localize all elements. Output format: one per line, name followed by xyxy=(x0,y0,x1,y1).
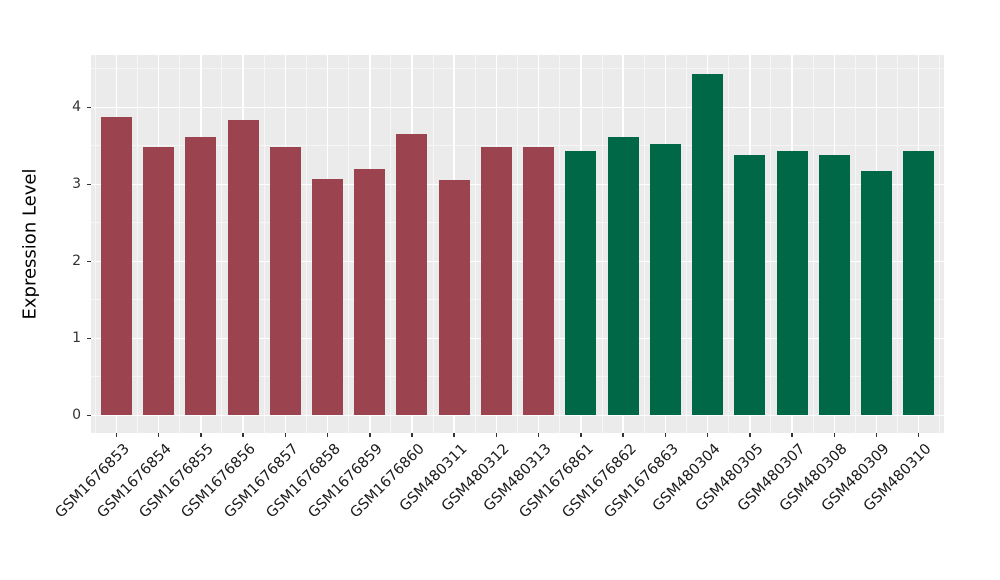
minor-gridline-vertical xyxy=(517,55,518,433)
x-axis-tick xyxy=(833,433,835,437)
minor-gridline-vertical xyxy=(939,55,941,433)
minor-gridline-vertical xyxy=(348,55,350,433)
minor-gridline-vertical xyxy=(643,55,645,433)
minor-gridline-vertical xyxy=(432,55,434,433)
x-axis-tick xyxy=(791,433,793,437)
major-gridline-horizontal xyxy=(91,337,944,340)
x-axis-tick xyxy=(495,433,498,437)
major-gridline-horizontal xyxy=(91,260,944,263)
minor-gridline-vertical xyxy=(390,55,392,433)
y-axis-tick xyxy=(87,183,91,186)
minor-gridline-vertical xyxy=(897,55,898,433)
x-axis-tick xyxy=(200,433,202,437)
plot-panel xyxy=(91,55,944,433)
bar-GSM480307 xyxy=(776,150,808,416)
y-axis-tick xyxy=(87,260,91,263)
x-axis-tick xyxy=(411,433,413,437)
x-axis-tick xyxy=(749,433,751,437)
minor-gridline-horizontal xyxy=(91,376,944,378)
x-axis-tick xyxy=(580,433,582,437)
minor-gridline-vertical xyxy=(221,55,223,433)
bar-GSM1676853 xyxy=(100,116,132,416)
y-axis-title: Expression Level xyxy=(19,168,41,320)
y-axis-tick-label: 4 xyxy=(72,99,81,116)
y-axis-tick xyxy=(87,414,91,416)
minor-gridline-vertical xyxy=(179,55,181,433)
bar-GSM1676860 xyxy=(396,134,428,416)
bar-GSM480305 xyxy=(734,155,766,416)
minor-gridline-horizontal xyxy=(91,145,944,147)
minor-gridline-horizontal xyxy=(91,68,944,70)
minor-gridline-vertical xyxy=(263,55,265,433)
x-axis-tick xyxy=(453,433,455,437)
minor-gridline-vertical xyxy=(685,55,687,433)
bar-GSM480310 xyxy=(903,150,935,416)
y-axis-tick xyxy=(87,106,91,109)
x-axis-tick xyxy=(326,433,329,437)
minor-gridline-vertical xyxy=(728,55,730,433)
x-axis-tick xyxy=(622,433,624,437)
x-axis-tick-label: GSM1676862 xyxy=(559,441,640,522)
bar-GSM480309 xyxy=(860,170,892,416)
major-gridline-horizontal xyxy=(91,106,944,109)
y-axis-tick xyxy=(87,337,91,340)
minor-gridline-vertical xyxy=(812,55,814,433)
bar-GSM1676861 xyxy=(565,151,597,416)
x-axis-tick-label: GSM1676856 xyxy=(179,441,260,522)
x-axis-tick xyxy=(706,433,709,437)
minor-gridline-vertical xyxy=(94,55,96,433)
x-axis-tick xyxy=(664,433,666,437)
y-axis-tick-label: 2 xyxy=(72,253,81,270)
x-axis-tick xyxy=(284,433,286,437)
bar-GSM480312 xyxy=(480,146,512,416)
minor-gridline-vertical xyxy=(474,55,476,433)
minor-gridline-vertical xyxy=(137,55,138,433)
bar-GSM480313 xyxy=(523,147,555,416)
bar-GSM1676857 xyxy=(269,146,301,416)
bar-GSM1676858 xyxy=(312,178,343,416)
bar-GSM1676862 xyxy=(607,137,639,416)
bar-GSM1676863 xyxy=(649,144,681,416)
y-axis-tick-label: 1 xyxy=(72,330,81,347)
bar-GSM1676854 xyxy=(143,147,175,416)
bar-GSM1676856 xyxy=(227,119,259,416)
x-axis-tick-label: GSM1676860 xyxy=(347,441,429,522)
minor-gridline-vertical xyxy=(854,55,856,433)
x-axis-tick xyxy=(115,433,118,437)
y-axis-tick-label: 0 xyxy=(72,407,81,424)
minor-gridline-vertical xyxy=(601,55,603,433)
x-axis-tick-label: GSM1676861 xyxy=(516,441,598,522)
bar-GSM1676855 xyxy=(185,137,217,416)
minor-gridline-horizontal xyxy=(91,222,944,224)
bar-GSM480308 xyxy=(818,155,850,416)
bar-GSM480311 xyxy=(438,179,470,416)
minor-gridline-vertical xyxy=(770,55,772,433)
x-axis-tick xyxy=(369,433,371,437)
minor-gridline-horizontal xyxy=(91,299,944,301)
bar-GSM480304 xyxy=(692,73,723,416)
minor-gridline-vertical xyxy=(305,55,307,433)
x-axis-tick xyxy=(242,433,244,437)
x-axis-tick xyxy=(917,433,920,437)
minor-gridline-vertical xyxy=(559,55,561,433)
x-axis-tick xyxy=(157,433,160,437)
major-gridline-horizontal xyxy=(91,414,944,416)
x-axis-tick xyxy=(875,433,878,437)
x-axis-tick xyxy=(537,433,540,437)
bar-GSM1676859 xyxy=(354,168,386,416)
major-gridline-horizontal xyxy=(91,183,944,186)
y-axis-tick-label: 3 xyxy=(72,176,81,193)
